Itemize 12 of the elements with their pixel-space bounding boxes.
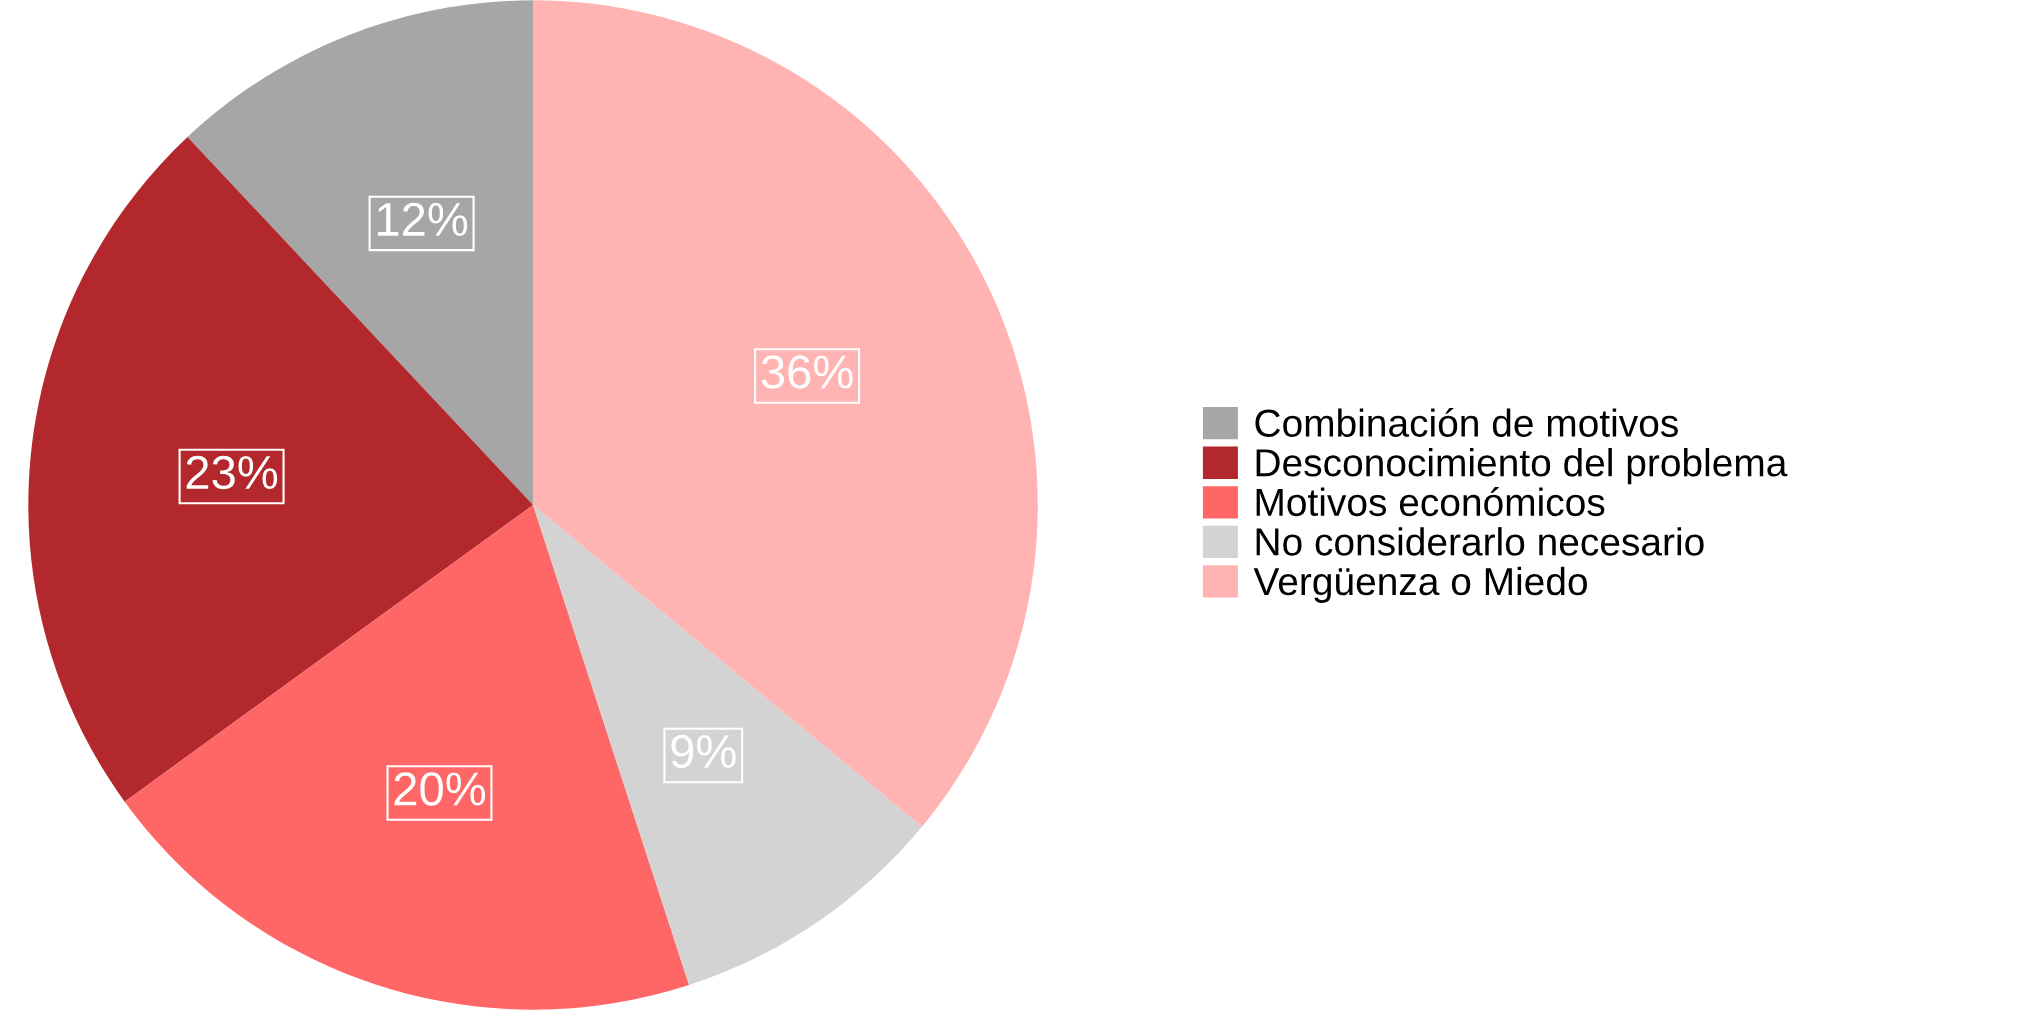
pie-slice [187, 0, 534, 505]
pie-slice [533, 0, 1038, 827]
legend-label: Combinación de motivos [1255, 407, 1678, 437]
data-label: 23% [186, 455, 278, 490]
legend-label: Vergüenza o Miedo [1253, 566, 1587, 603]
data-label: 20% [394, 772, 486, 806]
legend-label: No considerarlo necesario [1256, 527, 1704, 556]
pie-slice [533, 505, 922, 986]
data-label: 36% [761, 355, 853, 389]
legend-label: Motivos económicos [1256, 487, 1605, 517]
legend-label: Desconocimiento del problema [1256, 447, 1788, 485]
data-label: 12% [377, 202, 468, 236]
